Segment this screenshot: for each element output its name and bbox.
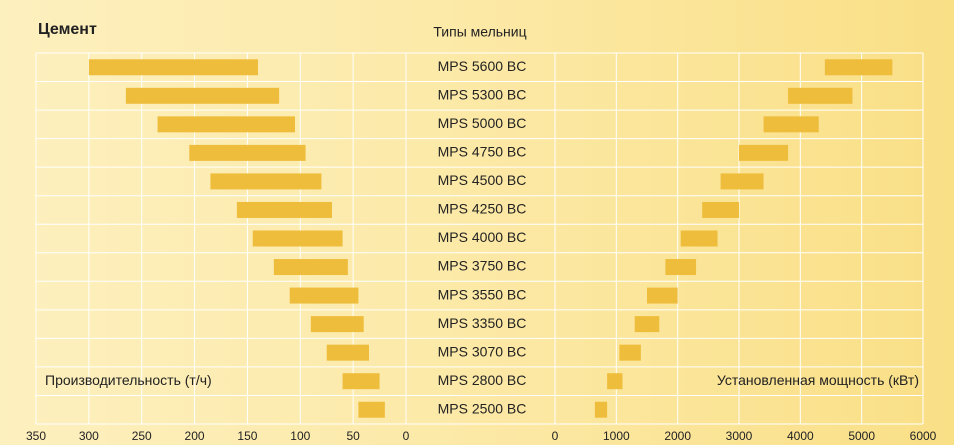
- bar: [607, 373, 623, 390]
- x-tick-label: 150: [237, 429, 257, 443]
- bar: [647, 287, 678, 304]
- bar: [342, 373, 380, 390]
- x-tick-label: 3000: [726, 429, 753, 443]
- category-label: MPS 4000 BC: [438, 229, 527, 245]
- x-tick-label: 50: [346, 429, 360, 443]
- bar: [157, 116, 295, 133]
- bar: [252, 230, 343, 247]
- bar: [310, 316, 364, 333]
- x-tick-label: 4000: [787, 429, 814, 443]
- category-label: MPS 5300 BC: [438, 87, 527, 103]
- bar: [634, 316, 660, 333]
- category-label: MPS 5600 BC: [438, 58, 527, 74]
- x-tick-label: 250: [132, 429, 152, 443]
- bar: [125, 87, 280, 104]
- bar: [210, 173, 322, 190]
- x-tick-label: 0: [552, 429, 559, 443]
- x-axis-label: Производительность (т/ч): [45, 372, 212, 388]
- x-tick-label: 0: [403, 429, 410, 443]
- category-label: MPS 4250 BC: [438, 201, 527, 217]
- x-tick-label: 350: [26, 429, 46, 443]
- bar: [326, 344, 369, 361]
- bar: [665, 259, 697, 276]
- x-tick-label: 100: [290, 429, 310, 443]
- category-label: MPS 4500 BC: [438, 172, 527, 188]
- x-tick-label: 2000: [664, 429, 691, 443]
- category-label: MPS 5000 BC: [438, 115, 527, 131]
- x-tick-label: 200: [185, 429, 205, 443]
- bar: [236, 201, 332, 218]
- bar: [788, 87, 853, 104]
- x-axis-label: Установленная мощность (кВт): [717, 372, 919, 388]
- bar: [763, 116, 819, 133]
- category-label: MPS 3750 BC: [438, 258, 527, 274]
- bar: [619, 344, 641, 361]
- bar: [88, 59, 258, 76]
- bar: [702, 201, 739, 218]
- category-label: MPS 2800 BC: [438, 372, 527, 388]
- category-label: MPS 3070 BC: [438, 343, 527, 359]
- bar: [680, 230, 718, 247]
- x-tick-label: 5000: [848, 429, 875, 443]
- x-tick-label: 300: [79, 429, 99, 443]
- category-label: MPS 3350 BC: [438, 315, 527, 331]
- bar: [273, 259, 348, 276]
- category-label: MPS 2500 BC: [438, 400, 527, 416]
- bar: [720, 173, 764, 190]
- bar: [594, 401, 608, 418]
- bar: [358, 401, 385, 418]
- bar: [739, 144, 789, 161]
- title: Цемент: [38, 21, 97, 38]
- bar: [189, 144, 306, 161]
- x-tick-label: 6000: [910, 429, 937, 443]
- bar: [824, 59, 893, 76]
- categories-title: Типы мельниц: [433, 24, 526, 40]
- category-label: MPS 4750 BC: [438, 144, 527, 160]
- bar: [289, 287, 359, 304]
- x-tick-label: 1000: [603, 429, 630, 443]
- category-label: MPS 3550 BC: [438, 286, 527, 302]
